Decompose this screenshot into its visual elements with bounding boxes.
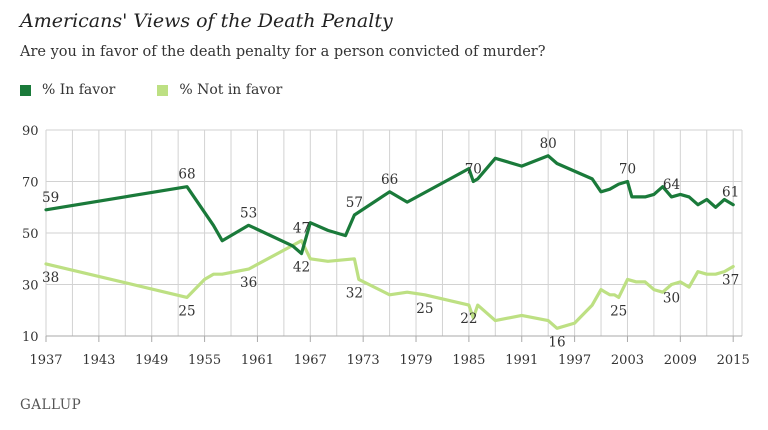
- data-label-in-favor-2003: 70: [619, 162, 636, 178]
- x-tick-label-1979: 1979: [399, 353, 432, 368]
- chart-title: Americans' Views of the Death Penalty: [20, 10, 393, 32]
- data-label-in-favor-2015: 61: [722, 185, 739, 201]
- data-label-not-in-favor-1972: 32: [346, 285, 363, 301]
- legend: % In favor % Not in favor: [20, 82, 324, 98]
- y-tick-label-30: 30: [22, 279, 39, 294]
- data-label-in-favor-1976: 66: [381, 172, 398, 188]
- legend-label-in-favor: % In favor: [42, 82, 116, 98]
- source-logo: GALLUP: [20, 397, 82, 413]
- x-tick-label-1961: 1961: [241, 353, 274, 368]
- series-line-in-favor: [44, 154, 735, 256]
- x-tick-label-1985: 1985: [452, 353, 485, 368]
- x-tick-label-1937: 1937: [29, 353, 62, 368]
- x-tick-label-1955: 1955: [188, 353, 221, 368]
- data-labels: 59 68 53 47 42 57 66 70 80 70 64 61 38 25 36 32 25 22 16 25…: [42, 136, 739, 351]
- x-tick-label-1991: 1991: [505, 353, 538, 368]
- x-tick-label-2009: 2009: [664, 353, 697, 368]
- y-tick-label-90: 90: [22, 124, 39, 139]
- x-tick-label-1949: 1949: [135, 353, 168, 368]
- gridlines: [45, 129, 743, 337]
- data-label-not-in-favor-1980: 25: [416, 301, 433, 317]
- x-tick-label-1973: 1973: [347, 353, 380, 368]
- legend-item-not-in-favor: % Not in favor: [157, 82, 282, 98]
- x-tick-label-2015: 2015: [717, 353, 750, 368]
- data-label-not-in-favor-1995: 16: [548, 334, 565, 350]
- data-label-not-in-favor-1966: 47: [293, 221, 310, 237]
- axis-ticks: 10 30 50 70 90 1937 1943 1949 1955 1961 1967 1973 19…: [22, 124, 750, 368]
- x-tick-label-1997: 1997: [558, 353, 591, 368]
- data-label-not-in-favor-2002: 25: [610, 303, 627, 319]
- data-label-in-favor-1960: 53: [240, 205, 257, 221]
- x-tick-label-1967: 1967: [294, 353, 327, 368]
- data-label-in-favor-1985.5: 70: [465, 162, 482, 178]
- series-line-not-in-favor: [44, 239, 735, 330]
- legend-item-in-favor: % In favor: [20, 82, 115, 98]
- data-label-in-favor-1966: 42: [293, 260, 310, 276]
- data-label-not-in-favor-1953: 25: [178, 303, 195, 319]
- legend-label-not-in-favor: % Not in favor: [179, 82, 283, 98]
- series-lines: [44, 154, 735, 330]
- y-tick-label-50: 50: [22, 227, 39, 242]
- data-label-not-in-favor-1937: 38: [42, 270, 59, 286]
- data-label-in-favor-2008: 64: [663, 177, 680, 193]
- data-label-in-favor-1953: 68: [178, 167, 195, 183]
- data-label-not-in-favor-1960: 36: [240, 275, 257, 291]
- data-label-not-in-favor-2008: 30: [663, 291, 680, 307]
- y-tick-label-10: 10: [22, 330, 39, 345]
- data-label-in-favor-1937: 59: [42, 190, 59, 206]
- x-tick-label-2003: 2003: [611, 353, 644, 368]
- y-tick-label-70: 70: [22, 176, 39, 191]
- legend-swatch-not-in-favor: [157, 84, 169, 96]
- data-label-not-in-favor-2015: 37: [722, 272, 739, 288]
- legend-swatch-in-favor: [20, 84, 31, 96]
- x-tick-label-1943: 1943: [82, 353, 115, 368]
- chart-subtitle: Are you in favor of the death penalty fo…: [20, 44, 546, 60]
- data-label-in-favor-1994: 80: [540, 136, 557, 152]
- data-label-in-favor-1972: 57: [346, 195, 363, 211]
- data-label-not-in-favor-1985: 22: [460, 311, 477, 327]
